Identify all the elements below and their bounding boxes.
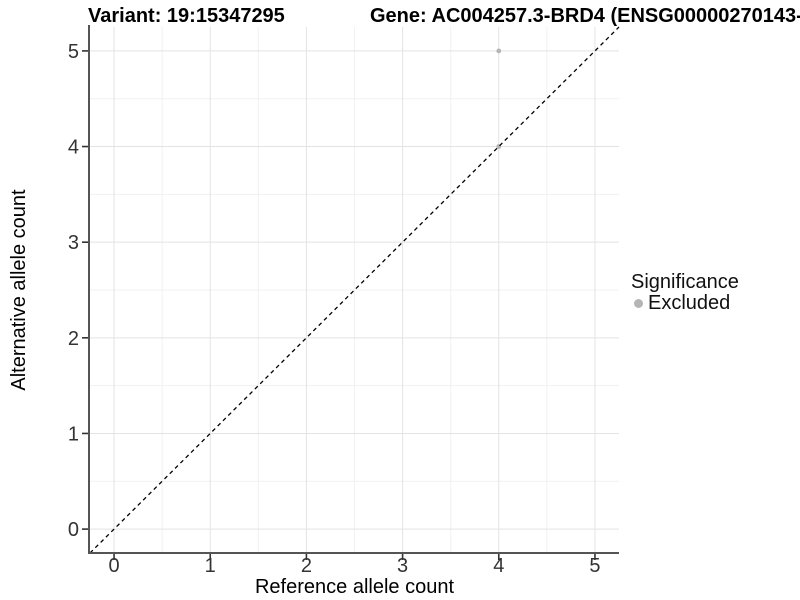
y-tick-label: 2	[68, 328, 79, 350]
y-tick-label: 0	[68, 519, 79, 541]
y-tick-label: 1	[68, 423, 79, 445]
y-tick-label: 5	[68, 41, 79, 63]
data-point	[496, 48, 502, 54]
plot-title-gene: Gene: AC004257.3-BRD4 (ENSG00000270143-	[370, 5, 800, 27]
legend: Significance Excluded	[630, 271, 739, 314]
x-axis-title: Reference allele count	[254, 576, 454, 598]
x-tick-label: 3	[397, 555, 408, 577]
legend-point-icon	[634, 299, 643, 308]
x-tick-label: 2	[301, 555, 312, 577]
x-tick-label: 4	[493, 555, 504, 577]
legend-entry-label: Excluded	[648, 292, 731, 314]
x-tick-label: 1	[205, 555, 216, 577]
y-axis-title: Alternative allele count	[8, 189, 30, 391]
x-tick-label: 0	[108, 555, 119, 577]
y-tick-label: 4	[68, 137, 79, 159]
legend-entry: Excluded	[630, 293, 739, 314]
y-tick-label: 3	[68, 232, 79, 254]
legend-title: Significance	[631, 271, 739, 293]
x-tick-label: 5	[589, 555, 600, 577]
plot-title-variant: Variant: 19:15347295	[88, 5, 285, 27]
